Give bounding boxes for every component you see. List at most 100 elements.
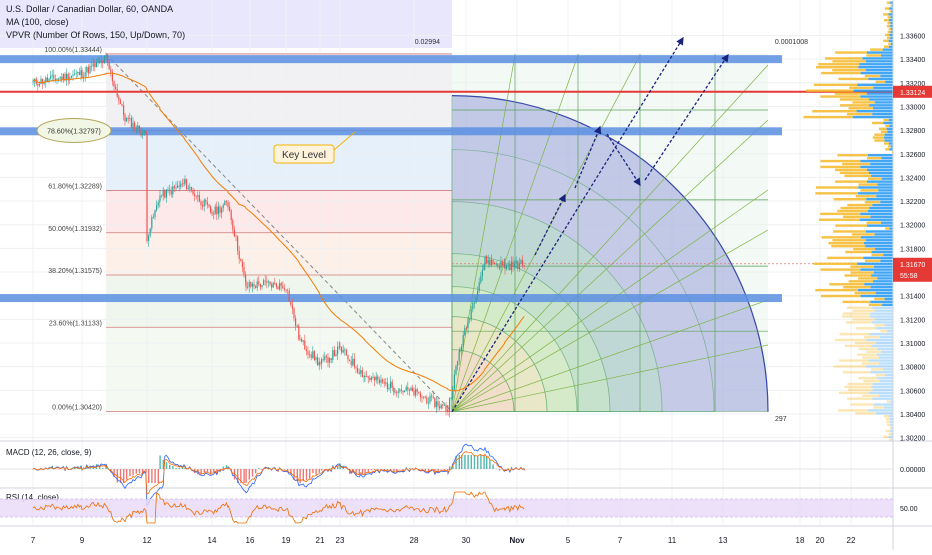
vpvr-legend[interactable]: VPVR (Number Of Rows, 150, Up/Down, 70) [6,30,185,40]
vpvr-bar-down [884,136,893,138]
time-tick-label: 7 [31,536,36,545]
candle-body [477,291,478,297]
candle-body [321,359,322,363]
vpvr-bar-down [872,307,893,309]
candle-body [484,256,485,264]
candle-body [451,398,452,399]
vpvr-bar-up [852,101,874,103]
vpvr-bar-up [827,257,863,259]
vpvr-bar-up [812,110,856,112]
macd-title: MACD (12, 26, close, 9) [6,448,92,457]
vpvr-bar-down [875,101,893,103]
candle-body [307,351,308,354]
macd-hist-bar [447,469,448,470]
vpvr-bar-down [890,125,893,127]
candle-body [489,260,490,265]
candle-body [274,283,275,284]
macd-hist-bar [159,455,160,469]
vpvr-bar-up [871,254,883,256]
candle-body [89,66,90,74]
vpvr-bar-down [879,356,893,358]
vpvr-bar-down [865,245,893,247]
vpvr-bar-up [848,383,873,385]
vpvr-bar-down [875,248,893,250]
vpvr-bar-up [825,57,862,59]
candle-body [418,392,419,393]
vpvr-bar-up [847,113,872,115]
vpvr-bar-down [858,186,893,188]
macd-hist-bar [471,455,472,469]
candle-body [145,131,146,135]
vpvr-bar-up [886,430,890,432]
candle-body [99,61,100,62]
candle-body [250,282,251,287]
price-tick-label: 1.33600 [900,33,925,40]
vpvr-bar-down [883,254,893,256]
vpvr-bar-down [867,180,893,182]
vpvr-bar-down [870,301,893,303]
vpvr-bar-up [843,286,870,288]
candle-body [401,390,402,391]
vpvr-bar-up [846,321,872,323]
candle-body [349,360,350,362]
candle-body [445,405,446,411]
candle-body [449,399,450,412]
vpvr-bar-down [858,289,893,291]
candle-body [188,188,189,189]
candle-body [61,77,62,80]
vpvr-bar-down [867,224,893,226]
symbol-legend[interactable]: U.S. Dollar / Canadian Dollar, 60, OANDA [6,4,173,14]
ma-legend[interactable]: MA (100, close) [6,17,69,27]
vpvr-bar-down [869,359,893,361]
vpvr-bar-down [877,377,893,379]
candle-body [376,376,377,380]
candle-body [121,104,122,105]
candle-body [249,282,250,287]
macd-hist-bar [179,468,180,469]
vpvr-bar-up [876,81,886,83]
time-tick-label: 16 [246,536,255,545]
candle-body [504,264,505,269]
candle-body [442,404,443,405]
vpvr-bar-up [837,210,868,212]
vpvr-bar-down [853,116,893,118]
candle-body [191,187,192,190]
candle-body [516,261,517,263]
candle-body [260,284,261,287]
vpvr-bar-up [860,189,878,191]
macd-hist-bar [139,469,140,474]
candle-body [311,354,312,357]
candle-body [210,206,211,212]
candle-body [261,285,262,287]
vpvr-bar-down [875,233,893,235]
vpvr-bar-up [871,368,883,370]
vpvr-bar-up [815,192,858,194]
vpvr-bar-up [832,69,865,71]
vpvr-bar-down [889,7,893,9]
vpvr-bar-up [885,148,889,150]
candle-body [364,376,365,377]
vpvr-bar-up [888,43,891,45]
candle-body [132,123,133,128]
candle-body [139,126,140,132]
candle-body [455,366,456,375]
vpvr-bar-down [883,48,893,50]
fib-zone [106,191,452,233]
vpvr-bar-down [880,336,893,338]
candle-body [459,350,460,351]
gann-label-right: 0.0001008 [775,39,808,46]
rsi-band [0,499,893,517]
candle-body [52,75,53,76]
vpvr-bar-up [835,92,867,94]
fib-label: 38.20%(1.31575) [48,268,102,275]
vpvr-bar-up [866,54,881,56]
last-price-tag-text: 1.31670 [900,262,925,269]
time-tick-label: 20 [816,536,825,545]
vpvr-bar-up [820,160,860,162]
vpvr-bar-up [887,1,890,3]
vpvr-bar-down [890,148,893,150]
candle-body [85,72,86,76]
macd-hist-bar [486,456,487,469]
candle-body [402,391,403,393]
